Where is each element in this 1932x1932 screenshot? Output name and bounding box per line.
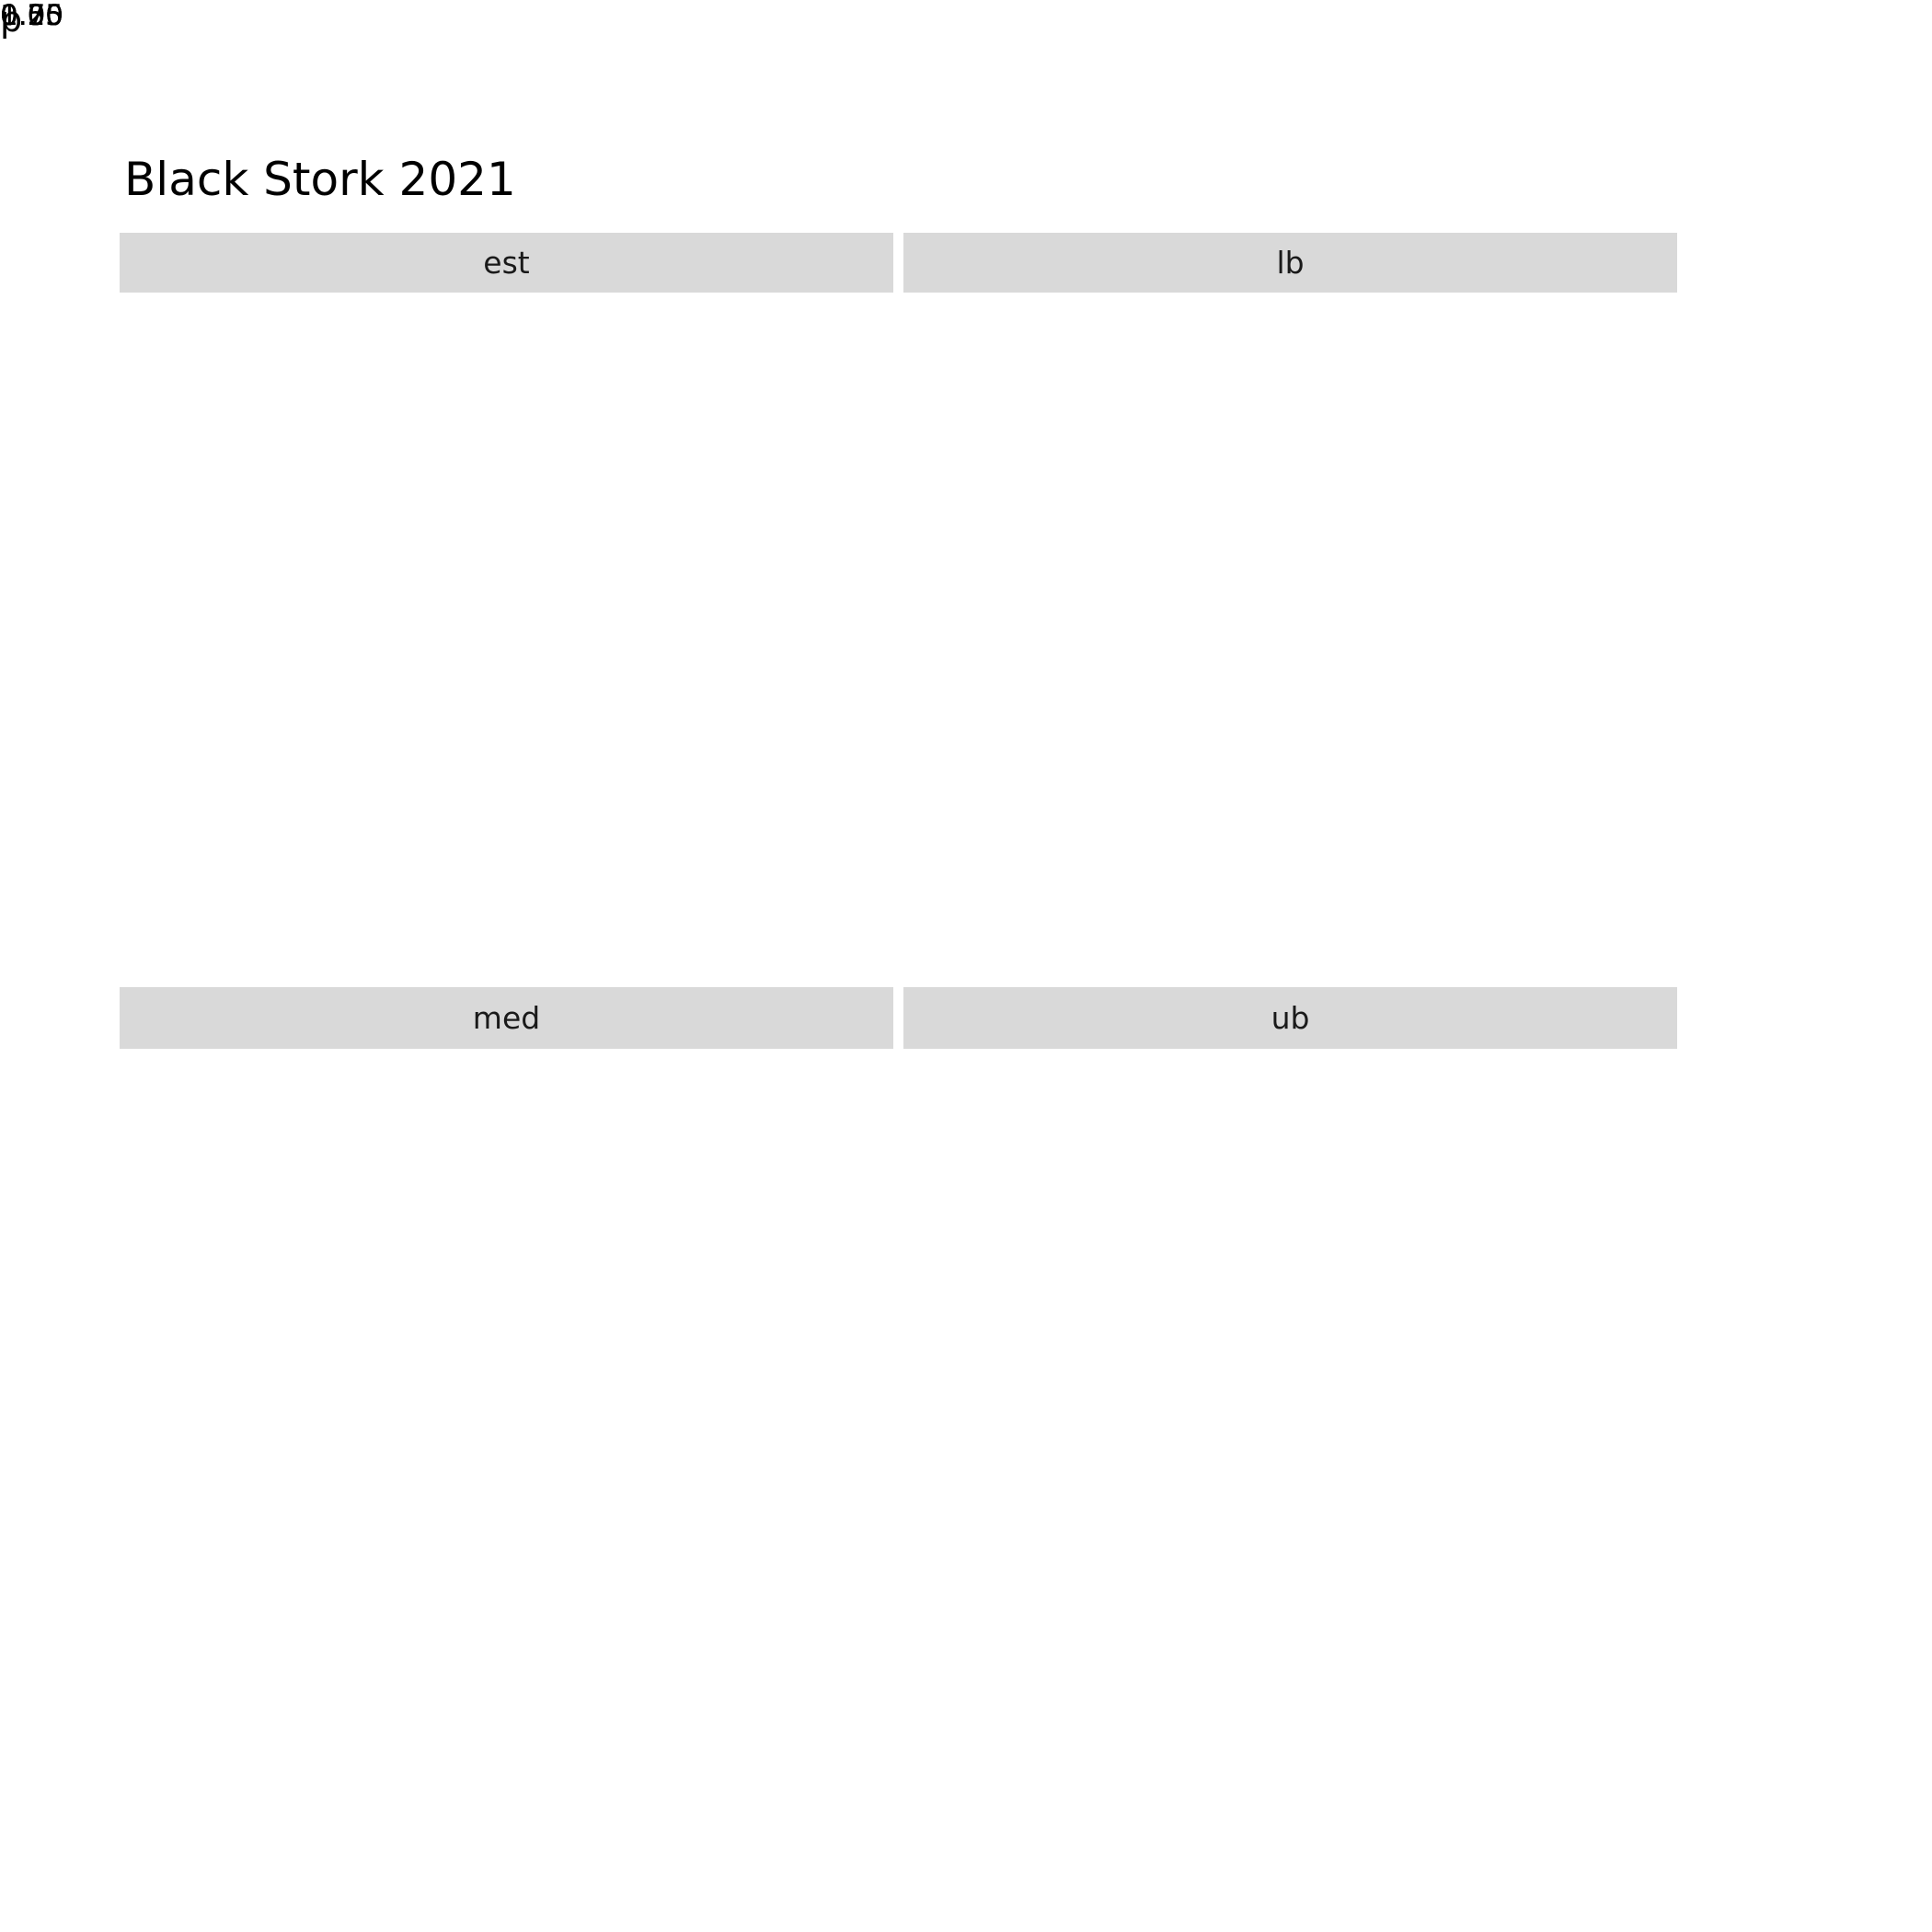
facet-strip-lb: lb — [903, 233, 1677, 293]
map-panel-est — [120, 293, 893, 967]
legend-label-0.75: 0.75 — [0, 0, 64, 32]
facet-label-ub: ub — [1271, 1000, 1310, 1036]
facet-label-med: med — [472, 1000, 541, 1036]
legend-label-0.00: 0.00 — [0, 0, 64, 32]
legend-label-0.25: 0.25 — [0, 0, 64, 32]
facet-label-lb: lb — [1276, 245, 1305, 281]
legend-label-1.00: 1.00 — [0, 0, 64, 32]
legend-title: p — [0, 0, 23, 40]
legend-label-0.50: 0.50 — [0, 0, 64, 32]
facet-label-est: est — [483, 245, 530, 281]
plot-title: Black Stork 2021 — [124, 153, 516, 206]
facet-strip-ub: ub — [903, 987, 1677, 1049]
facet-strip-med: med — [120, 987, 893, 1049]
facet-strip-est: est — [120, 233, 893, 293]
map-panel-ub — [0, 0, 276, 138]
